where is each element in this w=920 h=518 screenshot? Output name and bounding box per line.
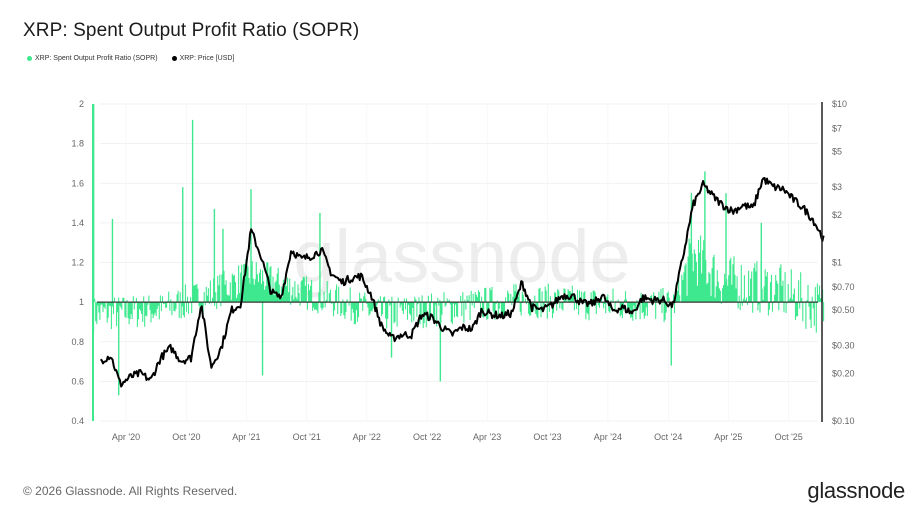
legend-item-price[interactable]: XRP: Price [USD] — [171, 55, 235, 62]
svg-text:Apr '25: Apr '25 — [714, 432, 742, 442]
svg-text:1: 1 — [79, 297, 84, 307]
svg-text:Apr '24: Apr '24 — [594, 432, 622, 442]
chart-plot: glassnode 21.81.61.41.210.80.60.4 $10$7$… — [71, 99, 855, 442]
svg-text:$0.30: $0.30 — [832, 340, 855, 350]
svg-text:$0.70: $0.70 — [832, 282, 855, 292]
svg-text:$7: $7 — [832, 124, 842, 134]
svg-text:1.4: 1.4 — [71, 218, 84, 228]
svg-text:1.2: 1.2 — [71, 258, 84, 268]
svg-text:0.8: 0.8 — [71, 337, 84, 347]
svg-text:$0.50: $0.50 — [832, 305, 855, 315]
svg-text:Oct '23: Oct '23 — [533, 432, 561, 442]
legend-label-sopr: XRP: Spent Output Profit Ratio (SOPR) — [35, 55, 158, 62]
svg-text:1.6: 1.6 — [71, 178, 84, 188]
svg-text:Oct '21: Oct '21 — [293, 432, 321, 442]
svg-text:Oct '22: Oct '22 — [413, 432, 441, 442]
watermark: glassnode — [293, 215, 630, 298]
svg-text:$2: $2 — [832, 210, 842, 220]
right-axis-ticks: $10 $7 $5 $3 $2 $1 $0.70 $0.50 $0.30 $0.20 $0.10 — [832, 99, 855, 426]
x-axis-ticks: Apr '20 Oct '20 Apr '21 Oct '21 Apr '22 Oct '… — [112, 432, 803, 442]
left-axis-ticks: 2 1.8 1.6 1.4 1.2 1 0.8 0.6 0.4 — [71, 99, 84, 426]
svg-text:Oct '24: Oct '24 — [654, 432, 682, 442]
legend: XRP: Spent Output Profit Ratio (SOPR) XR… — [27, 55, 234, 62]
legend-item-sopr[interactable]: XRP: Spent Output Profit Ratio (SOPR) — [27, 55, 158, 62]
svg-text:2: 2 — [79, 99, 84, 109]
svg-text:$10: $10 — [832, 99, 847, 109]
copyright-text: © 2026 Glassnode. All Rights Reserved. — [23, 484, 238, 498]
glassnode-logo: glassnode — [807, 478, 905, 503]
svg-text:0.6: 0.6 — [71, 376, 84, 386]
svg-text:Oct '20: Oct '20 — [172, 432, 200, 442]
legend-dot-sopr-icon — [27, 56, 32, 61]
gridlines — [100, 103, 818, 422]
price-series — [99, 177, 825, 388]
svg-text:0.4: 0.4 — [71, 416, 84, 426]
svg-text:Apr '22: Apr '22 — [353, 432, 381, 442]
svg-text:Apr '23: Apr '23 — [473, 432, 501, 442]
svg-text:Apr '20: Apr '20 — [112, 432, 140, 442]
chart-title: XRP: Spent Output Profit Ratio (SOPR) — [23, 20, 360, 41]
legend-dot-price-icon — [171, 56, 177, 61]
svg-text:$1: $1 — [832, 258, 842, 268]
legend-label-price: XRP: Price [USD] — [179, 55, 235, 62]
svg-text:$0.10: $0.10 — [832, 416, 855, 426]
svg-text:1.8: 1.8 — [71, 139, 84, 149]
svg-text:$3: $3 — [832, 182, 842, 192]
svg-text:Apr '21: Apr '21 — [232, 432, 260, 442]
svg-text:$5: $5 — [832, 147, 842, 157]
svg-text:$0.20: $0.20 — [832, 368, 855, 378]
svg-text:Oct '25: Oct '25 — [775, 432, 803, 442]
